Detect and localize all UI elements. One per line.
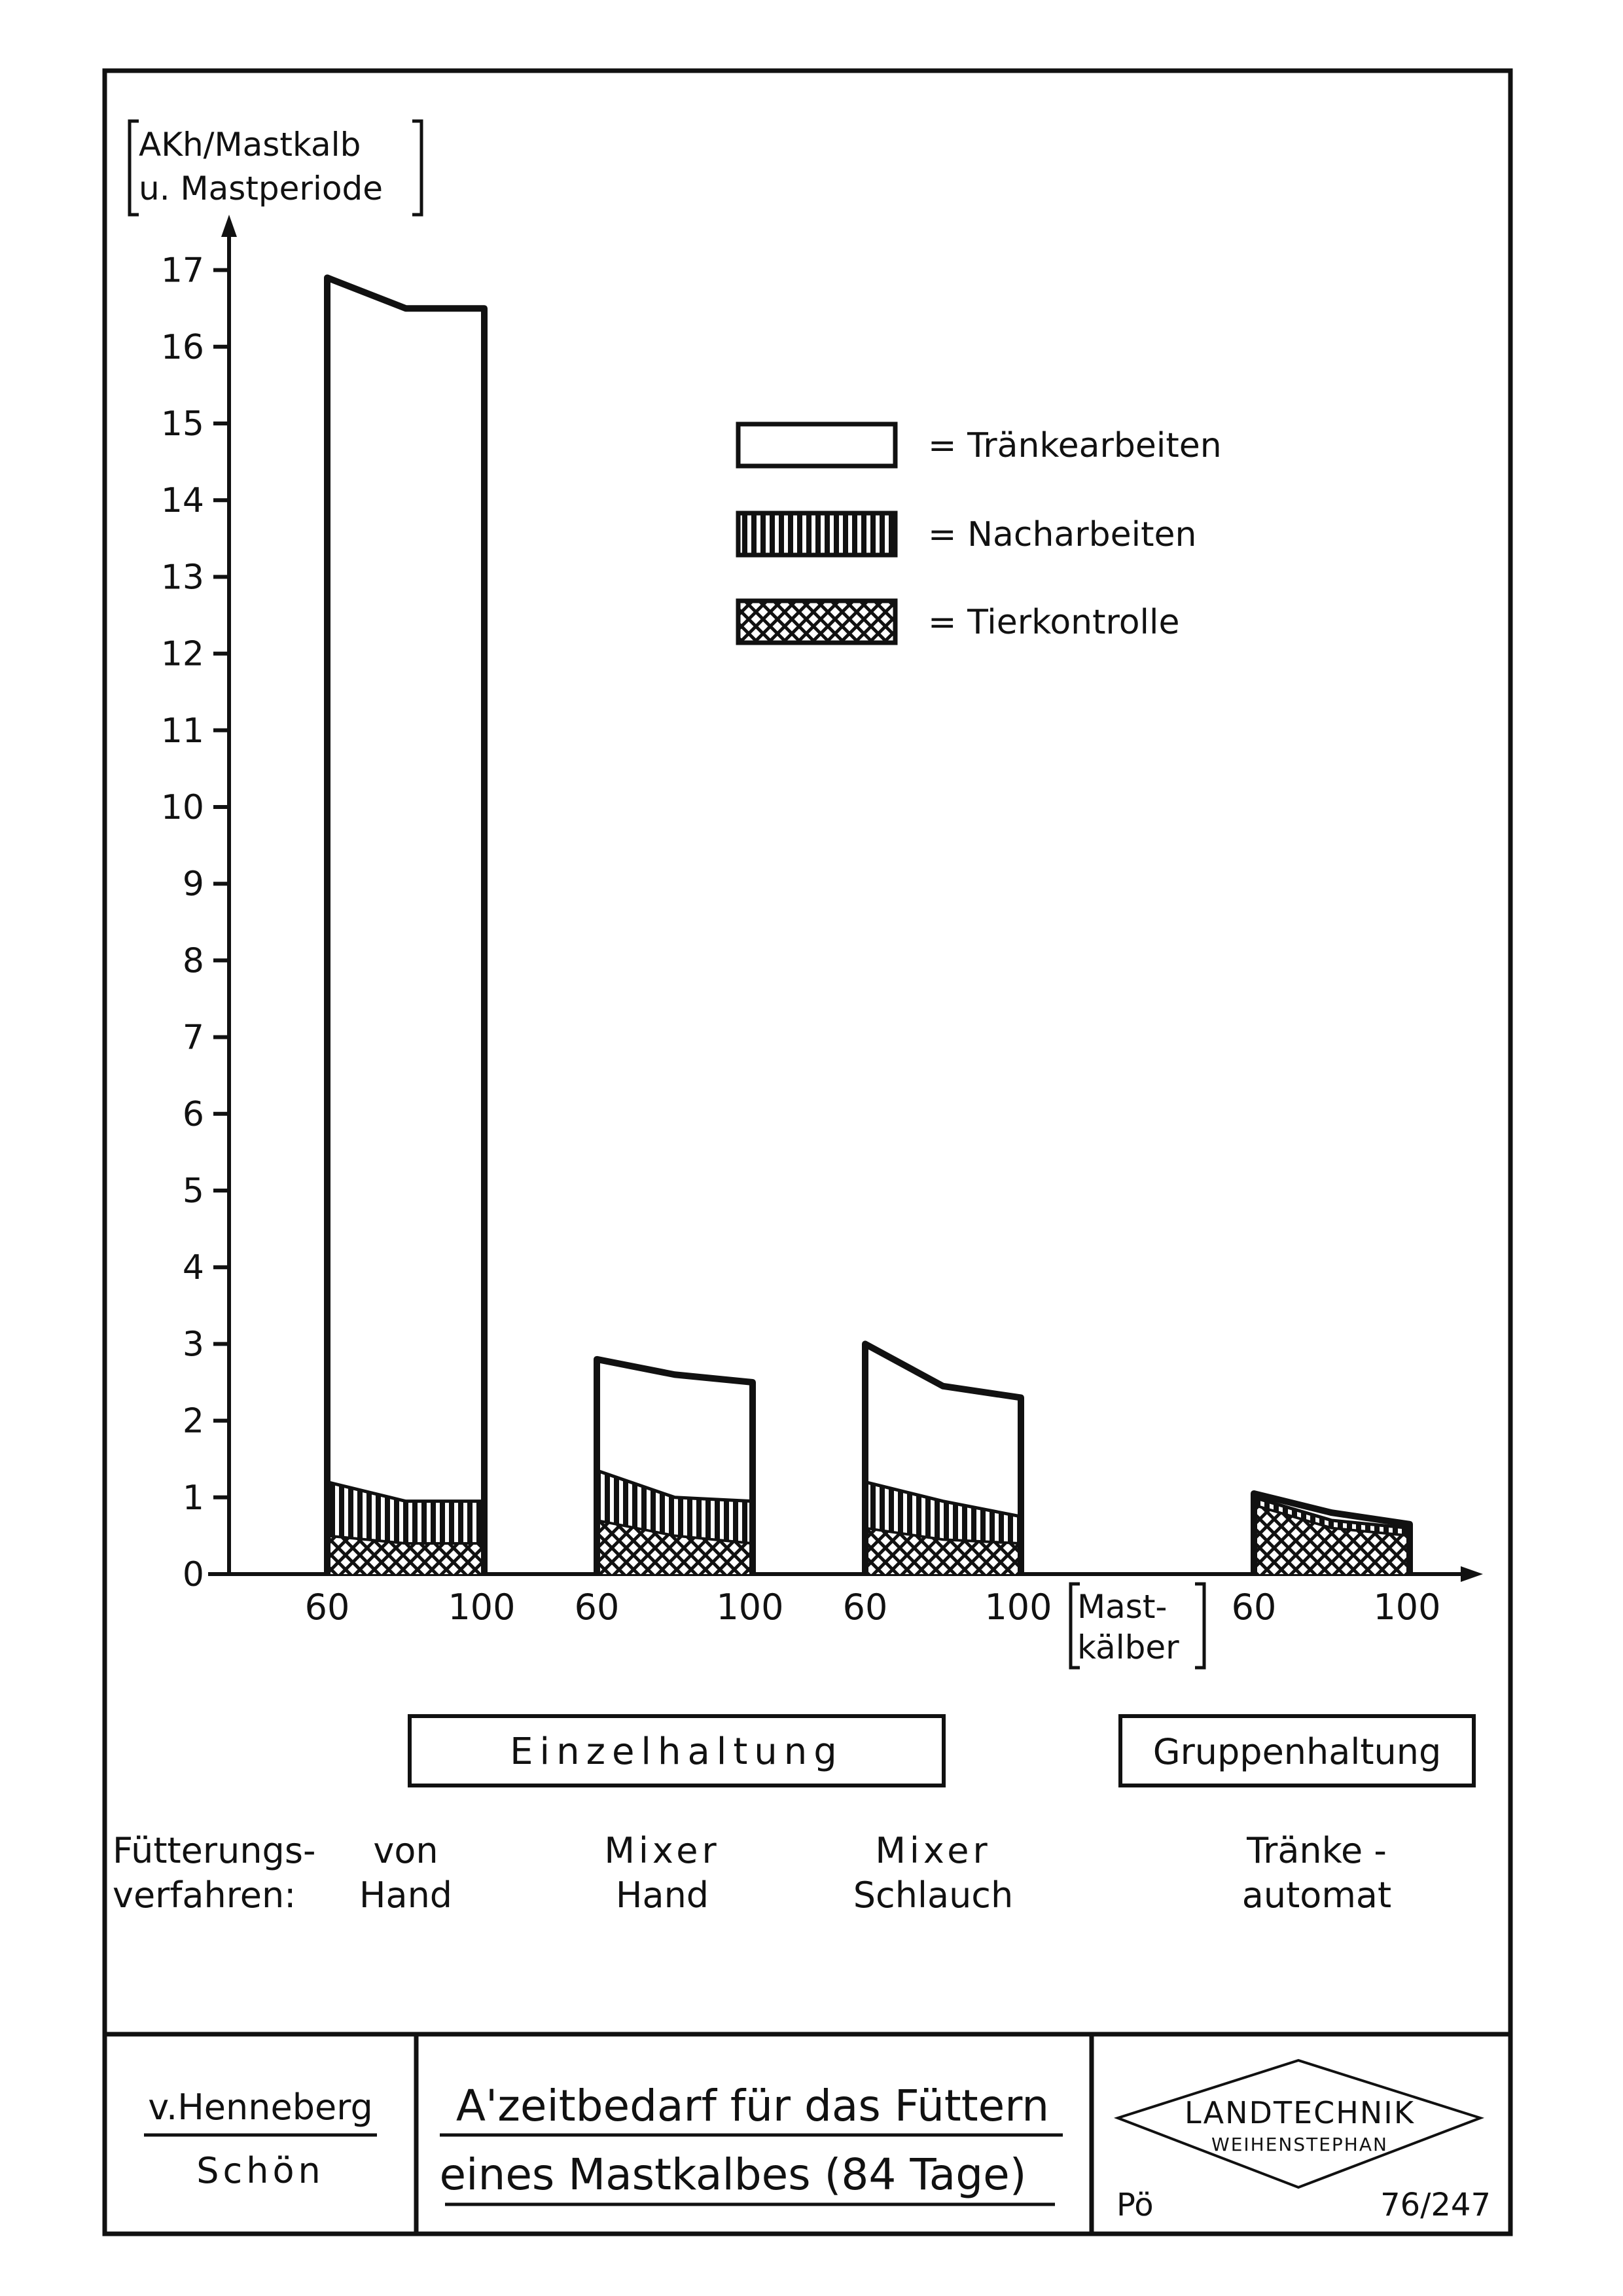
boundary-tier-3 xyxy=(865,1526,1022,1545)
x-tick-label-2-end: 100 xyxy=(716,1587,783,1628)
x-tick-label-4-end: 100 xyxy=(1373,1587,1440,1628)
verfahren-4-line2: automat xyxy=(1242,1874,1391,1916)
area-tier-4 xyxy=(1254,1505,1410,1574)
x-tick-label-1-start: 60 xyxy=(305,1587,350,1628)
verfahren-label-line2: verfahren: xyxy=(113,1874,296,1916)
y-tick-label-3: 3 xyxy=(183,1325,204,1364)
group-1 xyxy=(324,274,488,1574)
group-4 xyxy=(1251,1490,1413,1574)
logo-line2: WEIHENSTEPHAN xyxy=(1211,2134,1388,2155)
landtechnik-logo: LANDTECHNIK WEIHENSTEPHAN xyxy=(1113,2058,1485,2189)
legend: = Tränkearbeiten = Nacharbeiten = Tierko… xyxy=(736,422,1222,645)
group-2 xyxy=(594,1355,756,1574)
verfahren-label-line1: Fütterungs- xyxy=(113,1830,315,1871)
x-tick-labels: 60 100 60 100 60 100 60 100 xyxy=(305,1587,1441,1628)
y-tick-label-5: 5 xyxy=(183,1172,204,1211)
legend-swatch-tier xyxy=(736,598,898,645)
y-tick-label-9: 9 xyxy=(183,865,204,904)
boundary-tier-2 xyxy=(596,1518,753,1545)
area-nach-4 xyxy=(1254,1497,1410,1536)
legend-swatch-nach xyxy=(736,511,898,558)
area-nach-1 xyxy=(327,1482,484,1544)
y-tick-label-11: 11 xyxy=(161,711,204,751)
x-unit-line1: Mast- xyxy=(1077,1588,1167,1626)
verfahren-1-line1: von xyxy=(373,1830,438,1871)
boundary-nach-1 xyxy=(327,1480,484,1503)
boundary-nach-4 xyxy=(1253,1496,1410,1530)
haltung-gruppe-label: Gruppenhaltung xyxy=(1153,1731,1442,1772)
y-tick-label-17: 17 xyxy=(161,251,204,291)
y-tick-label-1: 1 xyxy=(183,1479,204,1518)
y-tick-label-15: 15 xyxy=(161,404,204,444)
footer-title-line2: eines Mastkalbes (84 Tage) xyxy=(440,2149,1027,2200)
outer-frame xyxy=(102,68,1513,2236)
footer-code-right: 76/247 xyxy=(1380,2187,1491,2223)
x-unit-line2: kälber xyxy=(1077,1628,1179,1666)
verfahren-4-line1: Tränke - xyxy=(1246,1830,1387,1871)
x-axis-arrow xyxy=(1461,1566,1483,1582)
y-tick-label-6: 6 xyxy=(183,1095,204,1134)
boundary-tier-4 xyxy=(1253,1503,1410,1537)
area-traenke-3 xyxy=(865,1344,1021,1517)
area-nach-2 xyxy=(597,1470,753,1544)
area-traenke-1 xyxy=(327,278,484,1501)
y-tick-label-10: 10 xyxy=(161,788,204,827)
x-tick-label-3-start: 60 xyxy=(843,1587,888,1628)
data-areas xyxy=(324,274,1413,1574)
legend-swatch-traenke xyxy=(736,422,898,469)
area-tier-3 xyxy=(865,1528,1021,1574)
x-tick-label-3-end: 100 xyxy=(984,1587,1052,1628)
verfahren-2-line1: Mixer xyxy=(604,1830,720,1871)
y-axis-label-line2: u. Mastperiode xyxy=(139,170,383,207)
group-3 xyxy=(862,1340,1024,1574)
y-axis-label-line1: AKh/Mastkalb xyxy=(139,126,361,164)
outline-2 xyxy=(594,1355,756,1574)
x-tick-label-4-start: 60 xyxy=(1232,1587,1277,1628)
footer: v.Henneberg Schön A'zeitbedarf für das F… xyxy=(144,2058,1491,2223)
y-tick-label-8: 8 xyxy=(183,941,204,980)
outline-3 xyxy=(862,1340,1024,1574)
footer-author1: v.Henneberg xyxy=(148,2087,372,2128)
y-tick-label-16: 16 xyxy=(161,328,204,367)
verfahren-3-line1: Mixer xyxy=(875,1830,991,1871)
footer-title-line1: A'zeitbedarf für das Füttern xyxy=(456,2081,1049,2131)
legend-label-traenke: = Tränkearbeiten xyxy=(928,426,1222,465)
haltung-einzel: Einzelhaltung xyxy=(408,1714,946,1787)
legend-label-tier: = Tierkontrolle xyxy=(928,603,1179,642)
legend-label-nach: = Nacharbeiten xyxy=(928,515,1196,554)
y-tick-label-13: 13 xyxy=(161,558,204,597)
haltung-einzel-label: Einzelhaltung xyxy=(510,1731,844,1773)
area-tier-1 xyxy=(327,1535,484,1574)
y-tick-label-14: 14 xyxy=(161,481,204,520)
logo-line1: LANDTECHNIK xyxy=(1185,2095,1415,2130)
boundary-tier-1 xyxy=(327,1534,484,1545)
outline-4 xyxy=(1251,1490,1413,1574)
area-nach-3 xyxy=(865,1482,1021,1544)
y-tick-label-2: 2 xyxy=(183,1402,204,1441)
boundary-nach-2 xyxy=(596,1469,753,1503)
y-tick-label-0: 0 xyxy=(183,1555,204,1594)
y-tick-label-4: 4 xyxy=(183,1248,204,1287)
x-tick-label-1-end: 100 xyxy=(448,1587,515,1628)
haltung-gruppe: Gruppenhaltung xyxy=(1118,1714,1476,1787)
boundary-nach-3 xyxy=(865,1480,1022,1518)
verfahren-1-line2: Hand xyxy=(359,1874,452,1916)
outline-1 xyxy=(324,274,488,1574)
area-traenke-2 xyxy=(597,1359,753,1501)
y-axis-label: AKh/Mastkalb u. Mastperiode xyxy=(128,119,423,217)
footer-code-left: Pö xyxy=(1116,2187,1154,2223)
y-axis-arrow xyxy=(221,215,237,237)
verfahren-3-line2: Schlauch xyxy=(853,1874,1013,1916)
footer-author2: Schön xyxy=(196,2150,324,2191)
y-tick-label-12: 12 xyxy=(161,635,204,674)
x-unit-label: Mast- kälber xyxy=(1069,1582,1206,1670)
x-tick-label-2-start: 60 xyxy=(575,1587,620,1628)
verfahren-row: Fütterungs- verfahren: von Hand Mixer Ha… xyxy=(113,1830,1391,1916)
area-tier-2 xyxy=(597,1520,753,1574)
y-tick-label-7: 7 xyxy=(183,1018,204,1058)
verfahren-2-line2: Hand xyxy=(616,1874,709,1916)
